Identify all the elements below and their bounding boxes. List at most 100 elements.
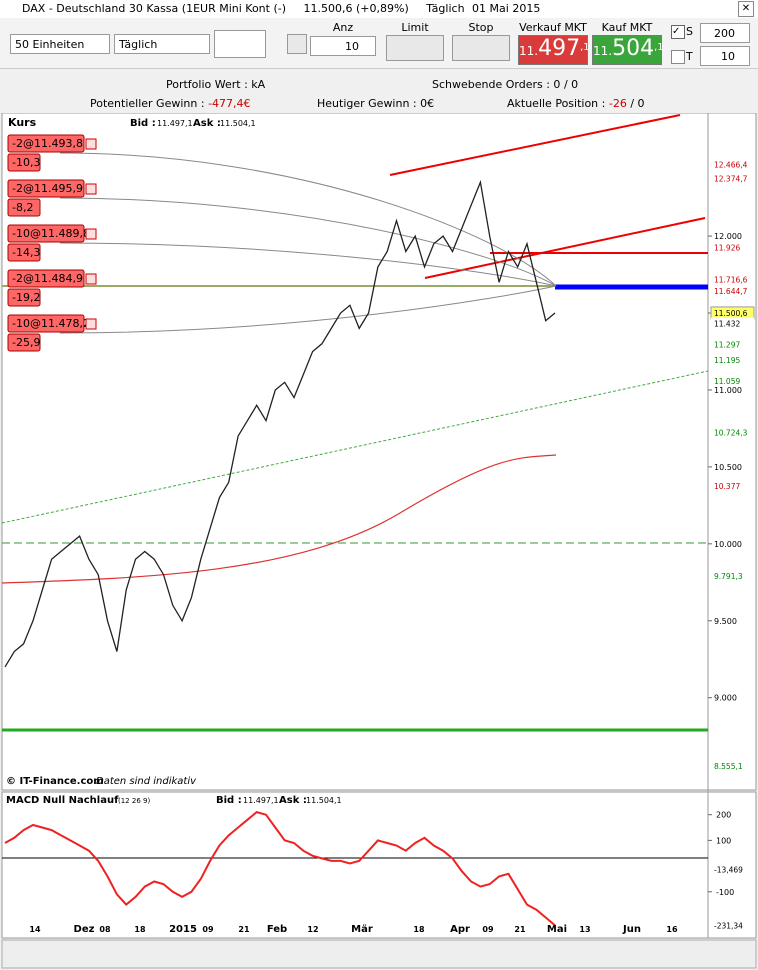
t-checkbox[interactable]	[671, 50, 685, 64]
price-tag	[711, 426, 754, 439]
close-button[interactable]: ✕	[738, 1, 754, 17]
price-tag-label: 11.644,7	[714, 287, 748, 296]
buy-button[interactable]: 11.504,1	[592, 35, 664, 65]
ask-label: Ask :	[279, 795, 307, 806]
price-tag-label: 11.500,6	[714, 309, 748, 318]
bid-label: Bid :	[130, 118, 156, 129]
credit: © IT-Finance.com	[6, 776, 104, 787]
ask-label: Ask :	[193, 118, 221, 129]
panel-title: Kurs	[8, 116, 37, 129]
macd-params: (12 26 9)	[118, 797, 150, 805]
price-tag-label: 11.297	[714, 340, 740, 349]
y-tick-label: 200	[716, 811, 731, 820]
pending-orders: Schwebende Orders : 0 / 0	[432, 78, 578, 91]
x-tick-label: 09	[482, 925, 494, 934]
pl-box	[7, 153, 41, 172]
position-label: Aktuelle Position :	[507, 97, 606, 110]
close-position-button[interactable]	[85, 273, 97, 285]
sell-label: Verkauf MKT	[519, 21, 587, 34]
close-position-button[interactable]	[85, 138, 97, 150]
bid-value: 11.497,1	[243, 796, 279, 805]
price-tag	[711, 760, 754, 773]
x-tick-label: Mär	[351, 924, 373, 935]
y-tick-label: 10.000	[714, 540, 742, 549]
macd-title: MACD Null Nachlauf	[6, 795, 119, 806]
position-value: -26	[608, 97, 627, 110]
current-position: Aktuelle Position : -26 / 0	[507, 97, 645, 110]
x-tick-label: Apr	[450, 924, 470, 935]
position-order: -2@11.484,9	[12, 272, 83, 285]
sell-main: 497	[538, 36, 581, 61]
y-tick-label: -100	[716, 888, 734, 897]
chart-type-button[interactable]	[214, 30, 266, 58]
position-pl: -10,3	[12, 156, 40, 169]
position-order: -10@11.478,2	[12, 317, 90, 330]
price-tag-label: 11.716,6	[714, 276, 748, 285]
scroll-bar[interactable]	[1, 939, 757, 969]
close-position-button[interactable]	[85, 228, 97, 240]
position-pl: -8,2	[12, 201, 33, 214]
potential-gain: Potentieller Gewinn : -477,4€	[90, 97, 251, 110]
price-tag-label: 11.432	[714, 319, 740, 328]
tools-button[interactable]	[287, 34, 307, 54]
potential-value: -477,4€	[208, 97, 251, 110]
position-box	[7, 269, 85, 288]
price-tag-label: 12.466,4	[714, 160, 748, 169]
price-tag	[711, 284, 754, 297]
pl-box	[7, 333, 41, 352]
interval-dropdown[interactable]: Täglich	[114, 34, 210, 54]
price-tag	[711, 317, 754, 330]
date: 01 Mai 2015	[472, 2, 541, 15]
stop-button[interactable]	[452, 35, 510, 61]
position-box	[7, 314, 85, 333]
units-dropdown[interactable]: 50 Einheiten	[10, 34, 110, 54]
macd-tag	[711, 919, 754, 932]
price-panel	[1, 113, 757, 791]
position-box	[7, 134, 85, 153]
price-tag-label: 10.377	[714, 482, 740, 491]
price-tag	[711, 241, 754, 254]
close-position-button[interactable]	[85, 183, 97, 195]
sell-pre: 11.	[519, 44, 539, 58]
price-tag-label: 12.374,7	[714, 174, 748, 183]
price-tag-label: 11.926	[714, 243, 740, 252]
y-tick-label: 11.000	[714, 386, 742, 395]
price-tag	[711, 569, 754, 582]
price-tag-label: 10.724,3	[714, 428, 748, 437]
s-checkbox[interactable]: ✓	[671, 25, 685, 39]
trend-line	[1, 370, 709, 524]
x-tick-label: 2015	[169, 924, 197, 935]
price-tag-label: 9.791,3	[714, 572, 743, 581]
y-tick-label: 100	[716, 836, 731, 845]
stop-label: Stop	[468, 21, 494, 34]
ask-value: 11.504,1	[220, 119, 256, 128]
period: Täglich	[426, 2, 465, 15]
buy-label: Kauf MKT	[601, 21, 653, 34]
y-tick-label: 10.500	[714, 463, 742, 472]
x-tick-label: 21	[514, 925, 526, 934]
position-box	[7, 179, 85, 198]
x-tick-label: 18	[134, 925, 146, 934]
y-tick-label: 9.500	[714, 617, 737, 626]
pending-text: Schwebende Orders : 0	[432, 78, 561, 91]
price-tag-label: 8.555,1	[714, 762, 743, 771]
limit-button[interactable]	[386, 35, 444, 61]
pl-box	[7, 288, 41, 307]
y-tick-label: 12.000	[714, 232, 742, 241]
x-tick-label: 13	[579, 925, 590, 934]
quote: 11.500,6 (+0,89%)	[303, 2, 409, 15]
position-pl: -19,2	[12, 291, 40, 304]
x-tick-label: 16	[666, 925, 678, 934]
position-pl: -25,9	[12, 336, 40, 349]
sell-button[interactable]: 11.497,1	[518, 35, 590, 65]
s-input[interactable]: 200	[700, 23, 750, 43]
t-input[interactable]: 10	[700, 46, 750, 66]
buy-main: 504	[612, 36, 655, 61]
anz-input[interactable]: 10	[310, 36, 376, 56]
x-tick-label: 12	[307, 925, 318, 934]
close-position-button[interactable]	[85, 318, 97, 330]
moving-average	[1, 454, 557, 584]
x-tick-label: 08	[99, 925, 111, 934]
price-tag	[711, 353, 754, 366]
